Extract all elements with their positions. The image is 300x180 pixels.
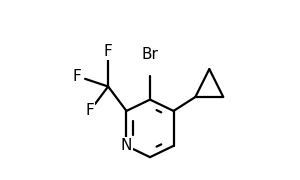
Text: N: N [121,138,132,153]
Text: F: F [104,44,112,59]
Text: F: F [85,103,94,118]
Text: Br: Br [142,47,158,62]
Text: F: F [72,69,81,84]
